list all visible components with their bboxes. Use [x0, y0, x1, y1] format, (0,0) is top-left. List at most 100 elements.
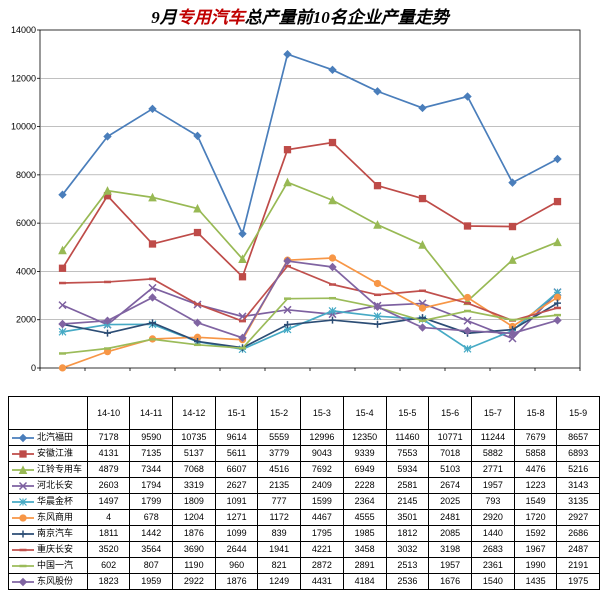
- value-cell: 1876: [215, 574, 258, 590]
- svg-text:6000: 6000: [16, 218, 36, 228]
- value-cell: 777: [258, 494, 301, 510]
- x-category-cell: 15-7: [472, 397, 515, 430]
- value-cell: 3458: [343, 542, 386, 558]
- value-cell: 5934: [386, 462, 429, 478]
- value-cell: 1720: [514, 510, 557, 526]
- value-cell: 2674: [429, 478, 472, 494]
- value-cell: 1676: [429, 574, 472, 590]
- value-cell: 12350: [343, 430, 386, 446]
- value-cell: 2025: [429, 494, 472, 510]
- value-cell: 1172: [258, 510, 301, 526]
- value-cell: 4: [87, 510, 130, 526]
- value-cell: 5559: [258, 430, 301, 446]
- value-cell: 1990: [514, 558, 557, 574]
- value-cell: 1190: [173, 558, 216, 574]
- value-cell: 1967: [514, 542, 557, 558]
- x-category-cell: 15-3: [300, 397, 343, 430]
- value-cell: 3198: [429, 542, 472, 558]
- value-cell: 3135: [557, 494, 600, 510]
- value-cell: 2644: [215, 542, 258, 558]
- value-cell: 1959: [130, 574, 173, 590]
- value-cell: 2085: [429, 526, 472, 542]
- value-cell: 3564: [130, 542, 173, 558]
- value-cell: 1497: [87, 494, 130, 510]
- value-cell: 9043: [300, 446, 343, 462]
- value-cell: 2686: [557, 526, 600, 542]
- value-cell: 2191: [557, 558, 600, 574]
- value-cell: 1091: [215, 494, 258, 510]
- value-cell: 2927: [557, 510, 600, 526]
- svg-text:4000: 4000: [16, 266, 36, 276]
- value-cell: 6607: [215, 462, 258, 478]
- value-cell: 9339: [343, 446, 386, 462]
- legend-cell: 河北长安: [9, 478, 88, 494]
- x-category-cell: 15-1: [215, 397, 258, 430]
- value-cell: 8657: [557, 430, 600, 446]
- value-cell: 2627: [215, 478, 258, 494]
- value-cell: 2361: [472, 558, 515, 574]
- x-category-cell: 15-9: [557, 397, 600, 430]
- x-category-cell: 14-10: [87, 397, 130, 430]
- value-cell: 1795: [300, 526, 343, 542]
- value-cell: 1271: [215, 510, 258, 526]
- value-cell: 1549: [514, 494, 557, 510]
- value-cell: 793: [472, 494, 515, 510]
- value-cell: 1592: [514, 526, 557, 542]
- value-cell: 11460: [386, 430, 429, 446]
- value-cell: 3143: [557, 478, 600, 494]
- value-cell: 7178: [87, 430, 130, 446]
- value-cell: 2581: [386, 478, 429, 494]
- value-cell: 2513: [386, 558, 429, 574]
- value-cell: 1440: [472, 526, 515, 542]
- svg-text:8000: 8000: [16, 170, 36, 180]
- series-name: 南京汽车: [37, 528, 73, 538]
- value-cell: 1099: [215, 526, 258, 542]
- value-cell: 1599: [300, 494, 343, 510]
- value-cell: 7344: [130, 462, 173, 478]
- value-cell: 7068: [173, 462, 216, 478]
- legend-cell: 中国一汽: [9, 558, 88, 574]
- legend-cell: 华晨金杯: [9, 494, 88, 510]
- value-cell: 10771: [429, 430, 472, 446]
- value-cell: 10735: [173, 430, 216, 446]
- value-cell: 4467: [300, 510, 343, 526]
- value-cell: 5103: [429, 462, 472, 478]
- value-cell: 678: [130, 510, 173, 526]
- x-category-cell: 14-11: [130, 397, 173, 430]
- value-cell: 2922: [173, 574, 216, 590]
- x-category-cell: 15-5: [386, 397, 429, 430]
- value-cell: 3520: [87, 542, 130, 558]
- value-cell: 2536: [386, 574, 429, 590]
- value-cell: 2891: [343, 558, 386, 574]
- legend-cell: 重庆长安: [9, 542, 88, 558]
- legend-cell: 安徽江淮: [9, 446, 88, 462]
- series-name: 江铃专用车: [37, 464, 82, 474]
- value-cell: 3319: [173, 478, 216, 494]
- value-cell: 2603: [87, 478, 130, 494]
- value-cell: 2487: [557, 542, 600, 558]
- value-cell: 4555: [343, 510, 386, 526]
- x-category-cell: 15-2: [258, 397, 301, 430]
- value-cell: 7135: [130, 446, 173, 462]
- series-name: 河北长安: [37, 480, 73, 490]
- value-cell: 1540: [472, 574, 515, 590]
- value-cell: 3501: [386, 510, 429, 526]
- series-name: 华晨金杯: [37, 496, 73, 506]
- value-cell: 2683: [472, 542, 515, 558]
- series-name: 安徽江淮: [37, 448, 73, 458]
- value-cell: 1812: [386, 526, 429, 542]
- svg-text:0: 0: [31, 363, 36, 373]
- value-cell: 1223: [514, 478, 557, 494]
- value-cell: 6949: [343, 462, 386, 478]
- value-cell: 1435: [514, 574, 557, 590]
- value-cell: 7692: [300, 462, 343, 478]
- data-table: 14-1014-1114-1215-115-215-315-415-515-61…: [8, 396, 600, 590]
- value-cell: 807: [130, 558, 173, 574]
- value-cell: 4184: [343, 574, 386, 590]
- value-cell: 1823: [87, 574, 130, 590]
- value-cell: 1809: [173, 494, 216, 510]
- value-cell: 1957: [472, 478, 515, 494]
- value-cell: 1957: [429, 558, 472, 574]
- value-cell: 4431: [300, 574, 343, 590]
- x-category-cell: 14-12: [173, 397, 216, 430]
